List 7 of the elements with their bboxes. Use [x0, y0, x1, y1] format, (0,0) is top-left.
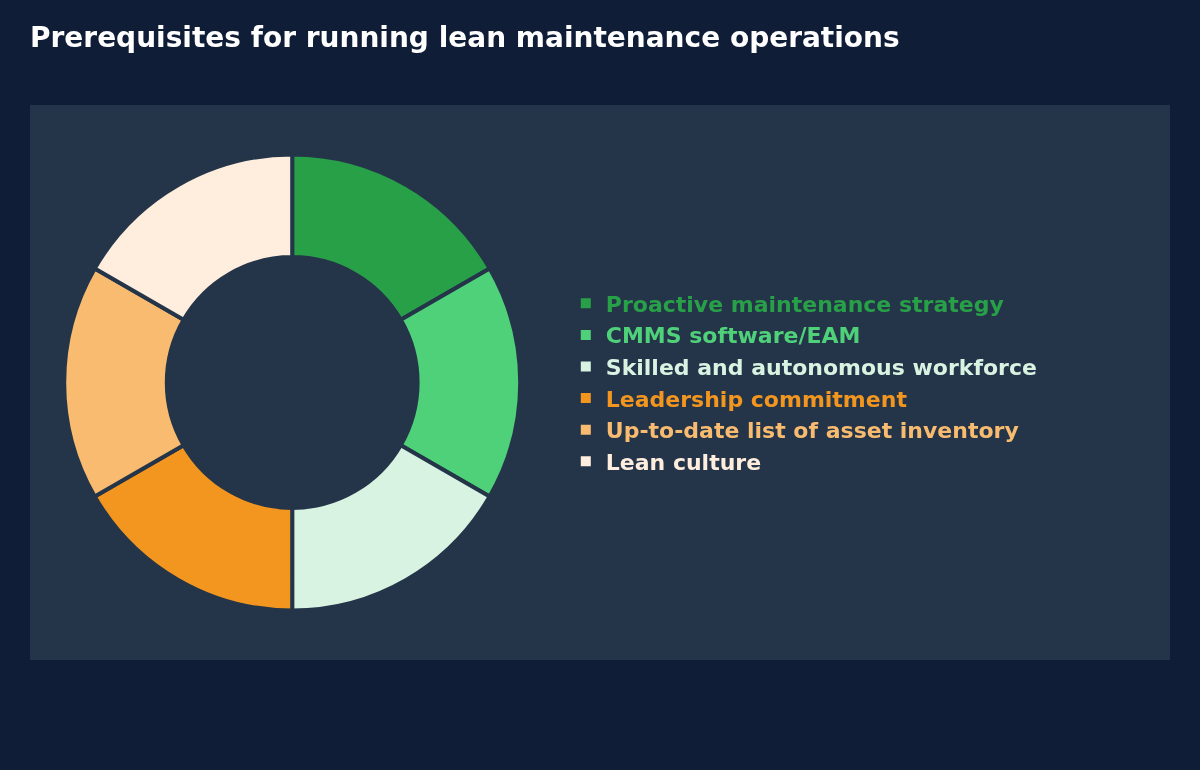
legend-label: Leadership commitment — [605, 386, 908, 412]
legend-label: Skilled and autonomous workforce — [605, 355, 1037, 381]
chart-title: Prerequisites for running lean maintenance operations — [30, 20, 900, 54]
legend-label: Lean culture — [605, 449, 762, 475]
legend-label: CMMS software/EAM — [605, 323, 861, 349]
legend-label: Proactive maintenance strategy — [605, 291, 1004, 317]
legend-label: Up-to-date list of asset inventory — [605, 418, 1019, 444]
